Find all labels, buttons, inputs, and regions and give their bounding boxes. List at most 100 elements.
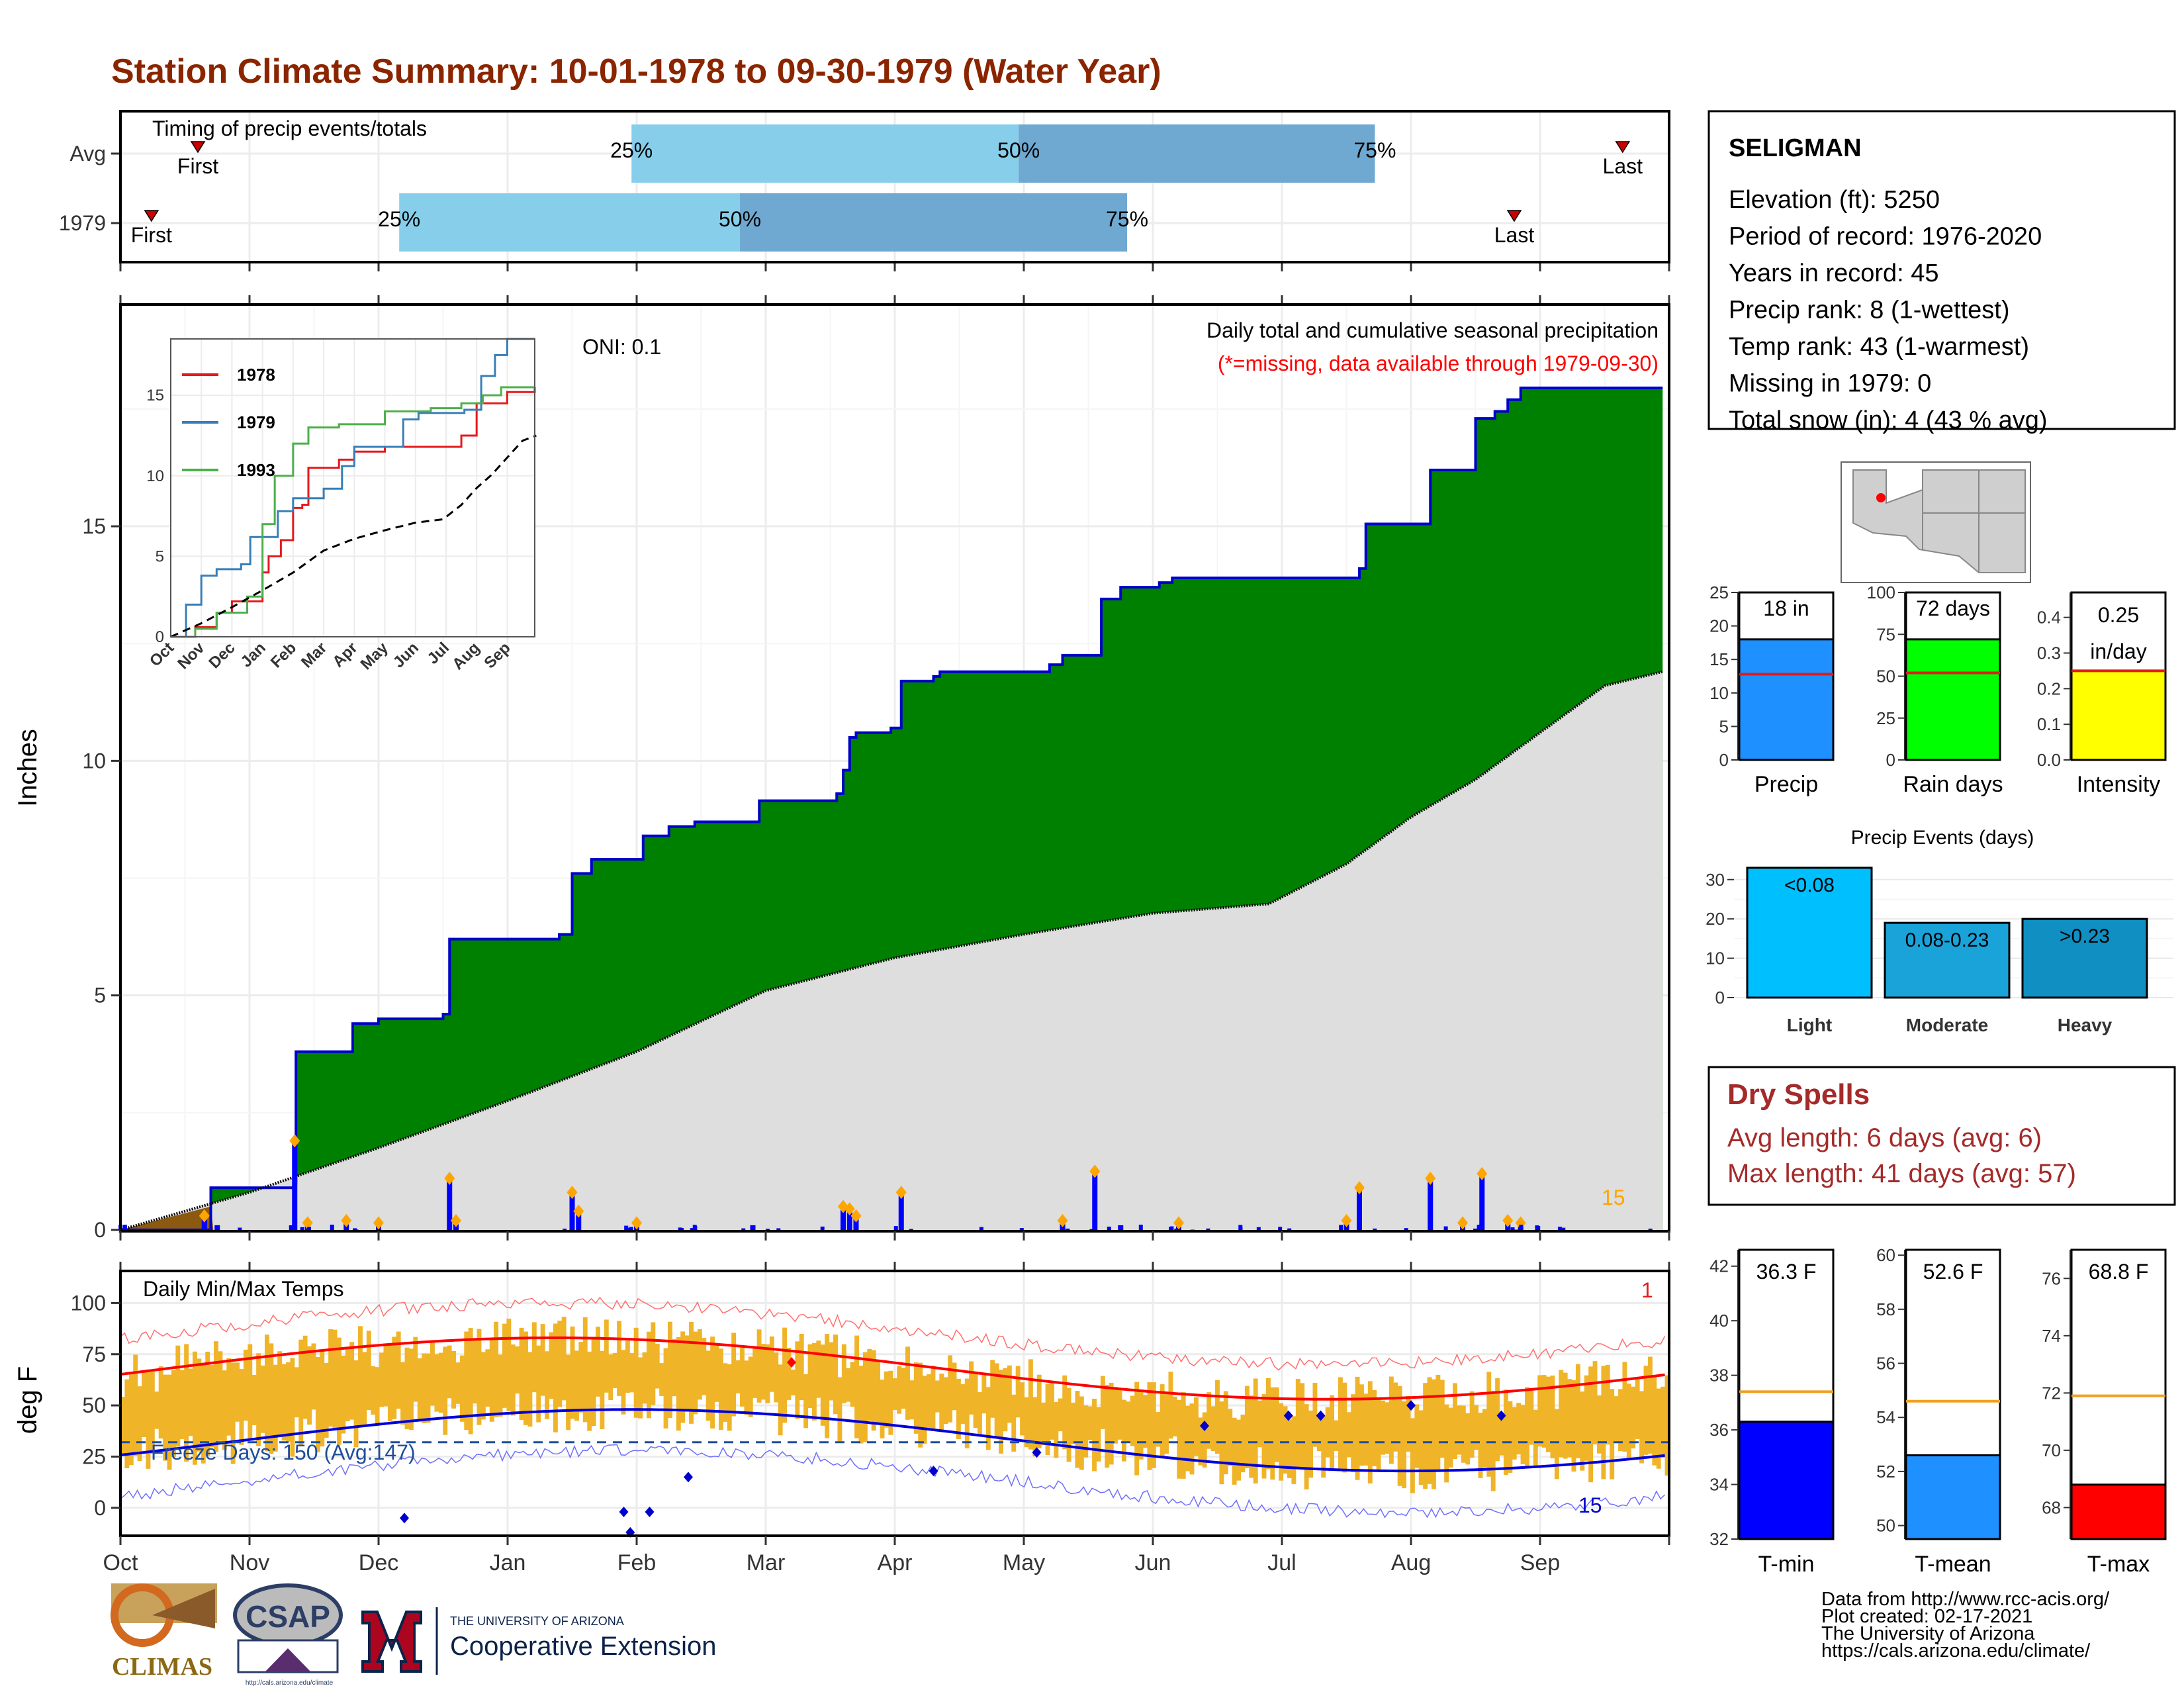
csap-logo: CSAP http://cals.arizona.edu/climate (233, 1583, 343, 1687)
daily-temp-range-bar (748, 1356, 753, 1417)
daily-temp-range-bar (1003, 1368, 1008, 1432)
month-tick-label: May (1003, 1550, 1045, 1575)
daily-temp-range-bar (345, 1348, 350, 1422)
daily-temp-range-bar (269, 1343, 274, 1454)
daily-temp-range-bar (1193, 1397, 1199, 1456)
summary-bar-tick-label: 0.0 (2037, 750, 2061, 770)
daily-temp-range-bar (473, 1339, 478, 1404)
summary-bar-tick-label: 75 (1876, 624, 1895, 644)
daily-temp-range-bar (769, 1336, 774, 1392)
daily-temp-range-bar (1359, 1384, 1364, 1466)
timing-bar-25-50 (631, 124, 1019, 183)
daily-temp-range-bar (1215, 1380, 1220, 1454)
daily-temp-range-bar (434, 1354, 439, 1412)
daily-temp-range-bar (735, 1360, 741, 1393)
daily-temp-range-bar (1117, 1388, 1122, 1440)
daily-temp-range-bar (1495, 1378, 1500, 1462)
daily-temp-range-bar (600, 1350, 605, 1429)
daily-temp-range-bar (332, 1329, 338, 1430)
event-bar-label: Moderate (1906, 1015, 1988, 1035)
daily-precip-bar (1557, 1227, 1562, 1230)
daily-temp-range-bar (201, 1363, 206, 1464)
temp-y-tick-label: 75 (82, 1342, 106, 1366)
station-info-line: Temp rank: 43 (1-warmest) (1729, 333, 2029, 361)
daily-temp-range-bar (608, 1354, 614, 1401)
daily-temp-range-bar (1028, 1359, 1033, 1450)
daily-precip-bar (1107, 1227, 1111, 1230)
event-bar (1746, 867, 1873, 999)
daily-temp-range-bar (684, 1335, 690, 1412)
daily-precip-marker (573, 1204, 584, 1218)
daily-temp-range-bar (150, 1372, 155, 1454)
daily-temp-range-bar (379, 1352, 384, 1407)
daily-temp-range-bar (854, 1335, 860, 1438)
daily-temp-range-bar (230, 1362, 236, 1464)
temp-bar-tick-label: 42 (1709, 1256, 1729, 1276)
daily-precip-bar (692, 1225, 697, 1230)
daily-precip-bar (1174, 1228, 1179, 1230)
station-info-line: Period of record: 1976-2020 (1729, 223, 2042, 251)
daily-temp-range-bar (260, 1365, 265, 1433)
daily-temp-range-bar (1050, 1382, 1054, 1440)
daily-temp-range-bar (226, 1358, 232, 1436)
daily-temp-range-bar (841, 1344, 846, 1403)
timing-label: Timing of precip events/totals (152, 117, 427, 140)
daily-temp-range-bar (400, 1362, 406, 1425)
daily-temp-range-bar (723, 1363, 728, 1422)
daily-temp-range-bar (480, 1352, 486, 1420)
timing-bar-25-50 (399, 193, 740, 252)
summary-bar-tick-label: 25 (1709, 583, 1729, 602)
summary-bar-tick-label: 15 (1709, 649, 1729, 669)
daily-precip-bar (820, 1226, 825, 1230)
daily-temp-range-bar (731, 1333, 737, 1417)
daily-temp-range-bar (680, 1331, 686, 1423)
daily-temp-range-bar (1096, 1407, 1101, 1462)
daily-temp-range-bar (676, 1336, 681, 1431)
daily-temp-range-bar (901, 1368, 906, 1409)
daily-temp-range-bar (485, 1349, 490, 1407)
station-info-line: Missing in 1979: 0 (1729, 370, 1931, 398)
daily-precip-bar (307, 1227, 312, 1230)
daily-temp-range-bar (905, 1346, 910, 1420)
events-tick-label: 0 (1715, 988, 1725, 1008)
daily-temp-range-bar (612, 1352, 617, 1388)
daily-temp-range-bar (820, 1344, 825, 1426)
daily-temp-range-bar (336, 1337, 341, 1445)
timing-p75-label: 75% (1106, 207, 1148, 231)
inset-legend-label: 1979 (237, 412, 275, 432)
daily-temp-range-bar (235, 1362, 240, 1422)
temp-bar-tick-label: 58 (1876, 1299, 1895, 1319)
daily-temp-range-bar (858, 1366, 864, 1444)
daily-temp-range-bar (604, 1319, 609, 1393)
inset-y-tick-label: 10 (146, 467, 164, 485)
inset-y-tick-label: 15 (146, 387, 164, 404)
daily-temp-range-bar (1435, 1374, 1441, 1470)
daily-temp-range-bar (1622, 1362, 1627, 1452)
daily-temp-range-bar (1465, 1413, 1471, 1465)
temp-bar-tick-label: 70 (2042, 1440, 2061, 1460)
daily-temp-range-bar (888, 1370, 893, 1435)
ua-top-text: THE UNIVERSITY OF ARIZONA (450, 1615, 624, 1628)
daily-temp-range-bar (638, 1357, 643, 1419)
month-tick-label: Sep (1520, 1550, 1561, 1575)
daily-temp-range-bar (302, 1335, 308, 1419)
daily-temp-range-bar (948, 1355, 953, 1423)
daily-temp-range-bar (1601, 1366, 1606, 1479)
average-cumulative-line (120, 670, 1663, 1231)
daily-temp-range-bar (239, 1369, 244, 1445)
daily-precip-marker (1425, 1172, 1436, 1186)
daily-temp-range-bar (990, 1360, 995, 1418)
daily-temp-range-bar (557, 1321, 563, 1407)
month-tick-label: Apr (878, 1550, 913, 1575)
first-event-label: First (177, 154, 218, 178)
daily-temp-range-bar (778, 1364, 783, 1436)
daily-temp-range-bar (1643, 1366, 1649, 1455)
summary-bar-value-label: 0.25 (2098, 603, 2139, 627)
daily-precip-marker (451, 1213, 461, 1227)
daily-precip-bar (1536, 1226, 1541, 1230)
record-low-marker (1200, 1421, 1209, 1432)
daily-temp-range-bar (985, 1387, 991, 1450)
daily-temp-range-bar (1410, 1418, 1415, 1493)
inset-series-line (171, 386, 535, 638)
daily-precip-bar (576, 1211, 582, 1230)
